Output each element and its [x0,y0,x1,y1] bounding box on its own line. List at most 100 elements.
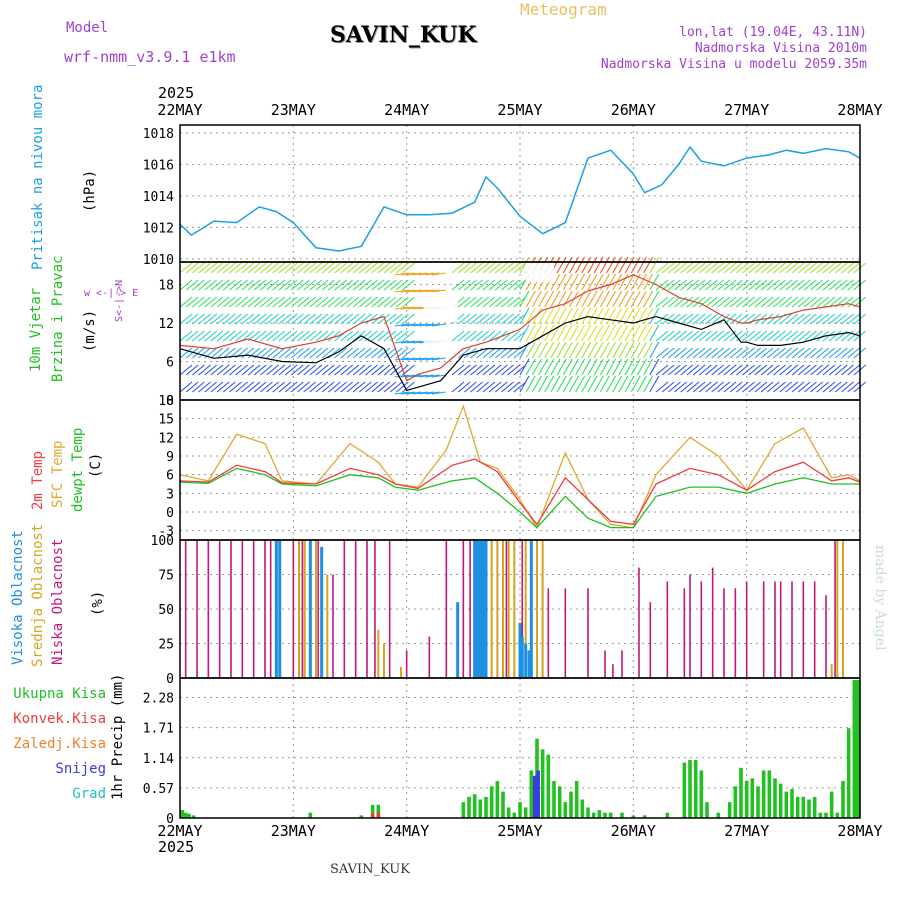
cloud-bar [428,636,431,678]
precip-bar [716,812,721,818]
cloud-bar [834,540,836,678]
cloud-label-3: Niska Oblacnost [50,538,66,665]
cloud-bar [230,540,232,678]
y-tick-label: 9 [166,450,174,465]
day-label-top: 25MAY [497,101,542,119]
cloud-bar [374,540,376,678]
precip-bar [761,770,766,818]
precip-bar [608,812,613,818]
day-label-bottom: 27MAY [724,822,769,840]
cloud-bar [723,588,725,678]
precip-bar [744,781,749,818]
cloud-bar [745,581,748,678]
precip-bar [191,815,196,818]
precip-bar [180,810,185,818]
wind-compass-2: S<-|->N [114,279,125,322]
cloud-bar [842,540,844,678]
precip-bar [461,802,466,818]
cloud-bar [802,581,805,678]
precip-bar [506,807,511,818]
cloud-bar [274,540,278,678]
precip-bar [376,812,381,818]
t2m-line [179,458,861,526]
precip-bar [620,812,624,818]
cloud-bar [298,540,300,678]
model-name: wrf-nmm_v3.9.1 e1km [64,48,236,66]
cloud-bar [218,540,221,678]
y-tick-label: 25 [158,638,174,653]
y-tick-label: 15 [158,413,174,428]
precip-bar [688,759,692,818]
cloud-bar [638,567,640,678]
dewpt-line [179,467,860,529]
y-tick-label: 1018 [143,127,174,142]
precip-bar [540,749,545,818]
temp-unit: (C) [88,452,104,478]
y-tick-label: 1.71 [143,722,174,737]
pressure-label: Pritisak na nivou mora [30,84,46,270]
footer-station: SAVIN_KUK [330,862,410,877]
y-tick-label: 6 [166,469,174,484]
day-label-bottom: 28MAY [837,822,882,840]
wind-unit: (m/s) [82,309,98,352]
precip-bar [705,802,709,818]
cloud-bar [683,588,686,678]
cloud-bar [241,540,244,678]
wind-speed-line [179,315,861,392]
panel-frame [179,399,861,541]
precip-bar [359,815,364,818]
y-tick-label: -3 [158,525,174,540]
cloud-bar [830,664,833,678]
cloud-bar [700,581,703,678]
precip-bar [693,759,698,818]
precip-bar [739,767,743,818]
cloud-bar [473,540,477,678]
precip-bar [778,783,783,818]
precip-bar [733,786,738,818]
wind-arrows [179,256,867,395]
cloud-bar [292,540,295,678]
station-title: SAVIN_KUK [330,22,477,48]
cloud-bar [445,540,448,678]
precip-bar [489,786,494,818]
cloud-bar [604,650,606,678]
cloud-bar [587,588,589,678]
cloud-bar [184,540,187,678]
cloud-bar [779,581,782,678]
cloud-bar [278,540,282,678]
cloud-bar [689,574,691,678]
panel-frame [179,124,861,263]
precip-bar [569,791,573,818]
precip-bar [597,810,602,818]
meteogram-title: Meteogram [520,0,607,19]
day-label-bottom: 25MAY [497,822,542,840]
y-tick-label: 0 [166,506,174,521]
precip-bar [574,781,579,818]
precip-bar [308,812,313,818]
cloud-bar [734,588,737,678]
lonlat: lon,lat (19.04E, 43.11N) [679,25,867,40]
cloud-bar [536,540,538,678]
precip-bar [642,815,647,818]
precip-bar [478,799,483,818]
precip-bar [536,770,540,818]
temp-label-2: SFC Temp [50,440,66,508]
precip-axis-label: 1hr Precip (mm) [110,673,126,800]
year-bottom: 2025 [158,838,195,856]
precip-bar [767,770,772,818]
elevation-model: Nadmorska Visina u modelu 2059.35m [600,57,867,72]
y-tick-label: 75 [158,569,174,584]
precip-bar [532,775,537,818]
cloud-bar [475,540,479,678]
cloud-bar [196,540,198,678]
cloud-bar [527,650,531,678]
temp-label-1: 2m Temp [30,450,46,510]
cloud-bar [317,540,320,678]
year-top: 2025 [158,84,195,102]
precip-bar [841,781,845,818]
precip-bar [756,786,760,818]
day-label-bottom: 22MAY [157,822,202,840]
precip-bar [370,804,375,818]
precip-bar [807,799,811,818]
